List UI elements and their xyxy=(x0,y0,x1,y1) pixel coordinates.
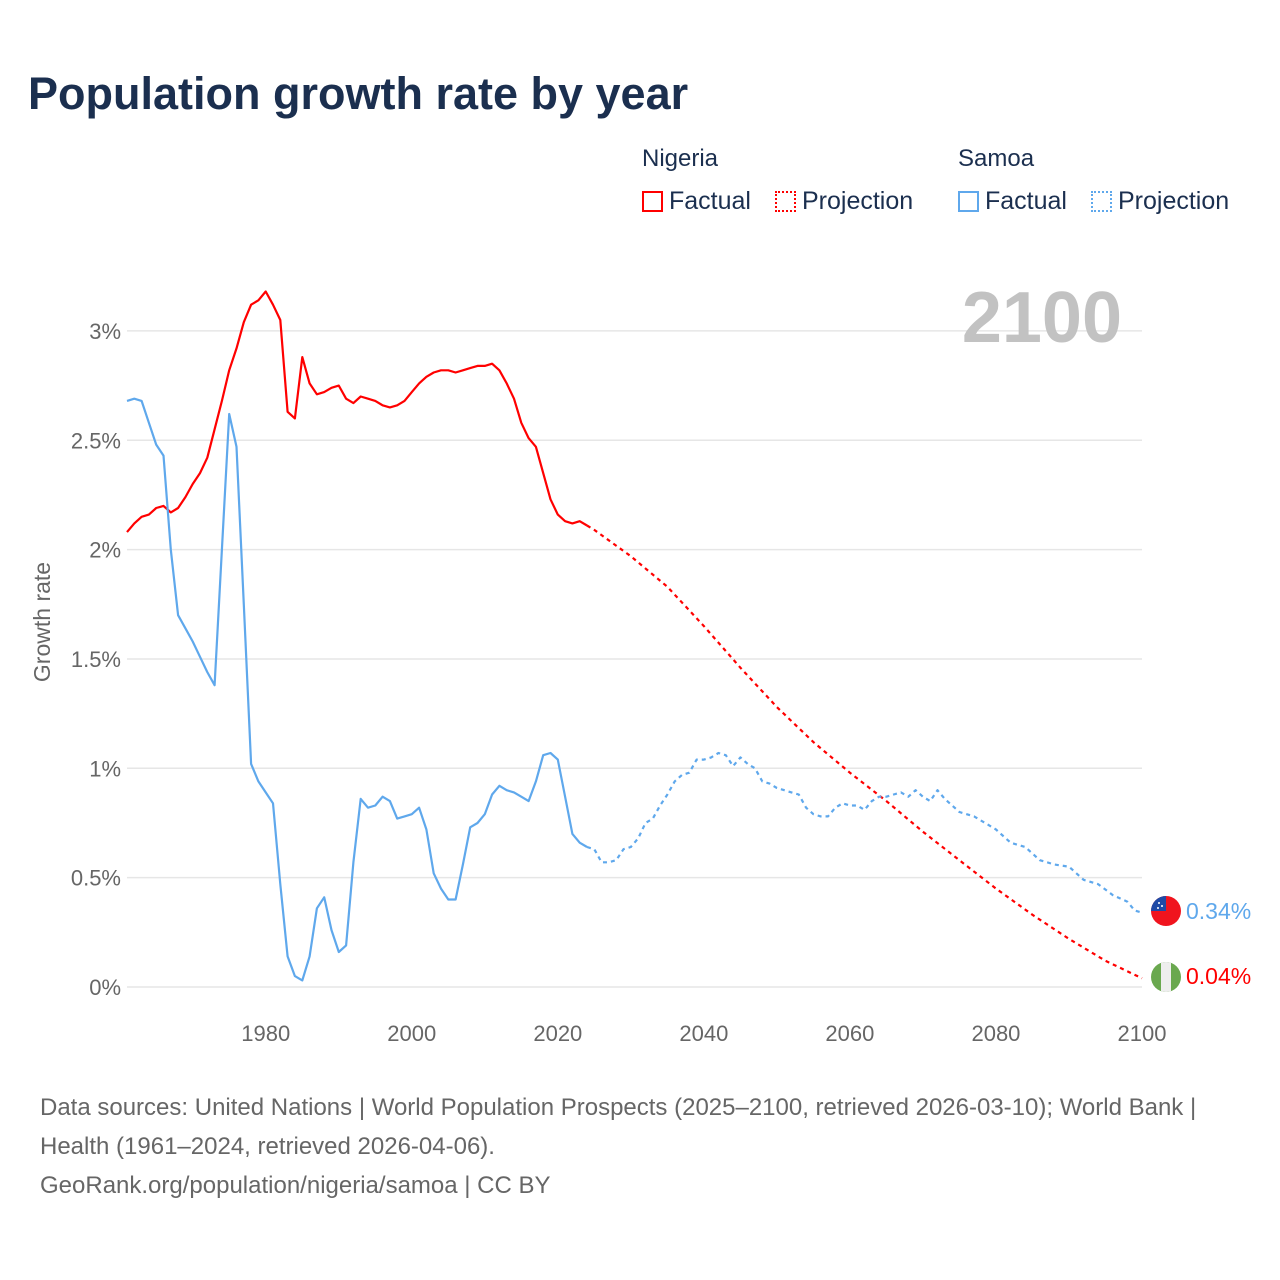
legend-nigeria-factual[interactable]: Factual xyxy=(642,187,751,216)
legend-swatch-dotted xyxy=(775,191,796,212)
legend-label: Projection xyxy=(1118,187,1230,215)
legend-label: Factual xyxy=(669,187,751,215)
series-line-nigeria-factual xyxy=(126,290,588,533)
x-tick-label: 2020 xyxy=(533,1021,582,1046)
legend-nigeria-projection[interactable]: Projection xyxy=(775,187,913,216)
nigeria-flag-icon xyxy=(1151,962,1181,992)
line-chart: 2100 Growth rate 0% 0.5% 1% 1.5% 2% 2.5% 3% 19… xyxy=(29,278,1251,1046)
series-line-samoa-factual xyxy=(126,397,588,982)
series-line-nigeria-projection xyxy=(586,524,1143,980)
y-tick-label: 1% xyxy=(89,756,121,781)
y-tick-label: 0% xyxy=(89,975,121,1000)
footer: Data sources: United Nations | World Pop… xyxy=(40,1088,1240,1205)
legend-swatch-solid xyxy=(958,191,979,212)
data-sources: Data sources: United Nations | World Pop… xyxy=(40,1094,1197,1160)
legend-group-nigeria: Nigeria Factual Projection xyxy=(642,145,913,215)
samoa-end-label: 0.34% xyxy=(1186,898,1251,924)
y-tick-label: 2% xyxy=(89,538,121,563)
legend-group-title: Samoa xyxy=(958,145,1035,172)
attribution-link[interactable]: GeoRank.org/population/nigeria/samoa | C… xyxy=(40,1172,551,1199)
grid-lines xyxy=(127,330,1142,988)
y-tick-label: 1.5% xyxy=(71,647,121,672)
legend-samoa-factual[interactable]: Factual xyxy=(958,187,1067,216)
legend-label: Factual xyxy=(985,187,1067,215)
y-axis-label: Growth rate xyxy=(29,562,55,682)
x-tick-label: 2040 xyxy=(679,1021,728,1046)
legend-group-title: Nigeria xyxy=(642,145,719,172)
nigeria-end-label: 0.04% xyxy=(1186,963,1251,989)
series-line-samoa-projection xyxy=(586,751,1143,914)
x-tick-label: 2080 xyxy=(971,1021,1020,1046)
y-tick-label: 2.5% xyxy=(71,428,121,453)
x-tick-labels: 1980 2000 2020 2040 2060 2080 2100 xyxy=(241,1021,1166,1046)
x-tick-label: 2000 xyxy=(387,1021,436,1046)
legend-swatch-solid xyxy=(642,191,663,212)
samoa-flag-icon xyxy=(1151,896,1181,926)
chart-title: Population growth rate by year xyxy=(28,68,689,119)
x-tick-label: 2100 xyxy=(1118,1021,1167,1046)
legend-group-samoa: Samoa Factual Projection xyxy=(958,145,1229,215)
x-tick-label: 1980 xyxy=(241,1021,290,1046)
legend-samoa-projection[interactable]: Projection xyxy=(1091,187,1229,216)
year-display: 2100 xyxy=(962,278,1122,358)
y-tick-label: 3% xyxy=(89,319,121,344)
x-tick-label: 2060 xyxy=(825,1021,874,1046)
legend-label: Projection xyxy=(802,187,914,215)
series-lines xyxy=(126,290,1143,982)
legend-swatch-dotted xyxy=(1091,191,1112,212)
y-tick-labels: 0% 0.5% 1% 1.5% 2% 2.5% 3% xyxy=(71,319,121,1000)
y-tick-label: 0.5% xyxy=(71,866,121,891)
